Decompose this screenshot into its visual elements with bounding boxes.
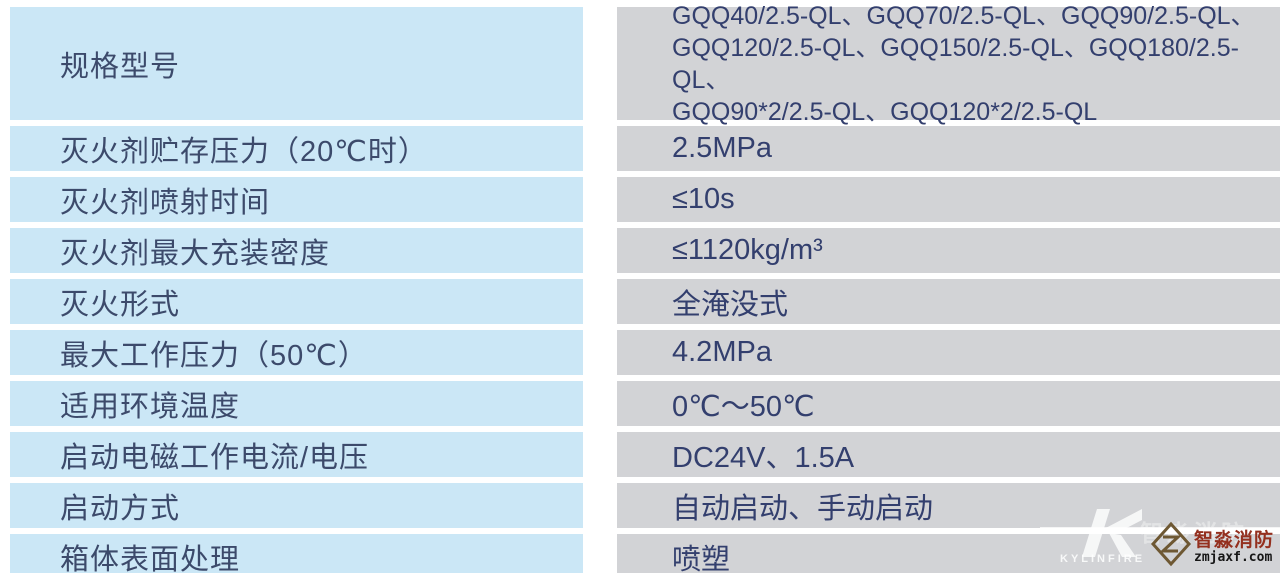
spec-label: 最大工作压力（50℃） [10,330,583,375]
spec-value: DC24V、1.5A [617,432,1280,477]
spec-label: 灭火剂贮存压力（20℃时） [10,126,583,171]
table-row: 最大工作压力（50℃） 4.2MPa [0,330,1280,375]
model-line: GQQ40/2.5-QL、GQQ70/2.5-QL、GQQ90/2.5-QL、 [672,1,1256,30]
spec-value: ≤1120kg/m³ [617,228,1280,273]
spec-value: ≤10s [617,177,1280,222]
model-line: GQQ90*2/2.5-QL、GQQ120*2/2.5-QL [672,97,1098,126]
spec-label: 灭火剂最大充装密度 [10,228,583,273]
spec-value: 全淹没式 [617,279,1280,324]
table-row: 灭火剂喷射时间 ≤10s [0,177,1280,222]
table-row: 启动电磁工作电流/电压 DC24V、1.5A [0,432,1280,477]
spec-value: 喷塑 [617,534,1280,573]
spec-label: 启动方式 [10,483,583,528]
table-row: 灭火形式 全淹没式 [0,279,1280,324]
model-line: GQQ120/2.5-QL、GQQ150/2.5-QL、GQQ180/2.5-Q… [672,33,1239,94]
spec-value-model-list: GQQ40/2.5-QL、GQQ70/2.5-QL、GQQ90/2.5-QL、 … [617,2,1280,126]
spec-value: 0℃～50℃ [617,381,1280,426]
table-row: 适用环境温度 0℃～50℃ [0,381,1280,426]
table-row: 规格型号 GQQ40/2.5-QL、GQQ70/2.5-QL、GQQ90/2.5… [0,2,1280,126]
table-row: 灭火剂最大充装密度 ≤1120kg/m³ [0,228,1280,273]
spec-value: 2.5MPa [617,126,1280,171]
table-row: 箱体表面处理 喷塑 [0,534,1280,573]
table-row: 启动方式 自动启动、手动启动 [0,483,1280,528]
spec-label: 灭火剂喷射时间 [10,177,583,222]
spec-label: 箱体表面处理 [10,534,583,573]
spec-label: 灭火形式 [10,279,583,324]
table-row: 灭火剂贮存压力（20℃时） 2.5MPa [0,126,1280,171]
spec-value: 自动启动、手动启动 [617,483,1280,528]
spec-label: 规格型号 [10,7,583,120]
spec-label: 适用环境温度 [10,381,583,426]
spec-label: 启动电磁工作电流/电压 [10,432,583,477]
spec-value: 4.2MPa [617,330,1280,375]
